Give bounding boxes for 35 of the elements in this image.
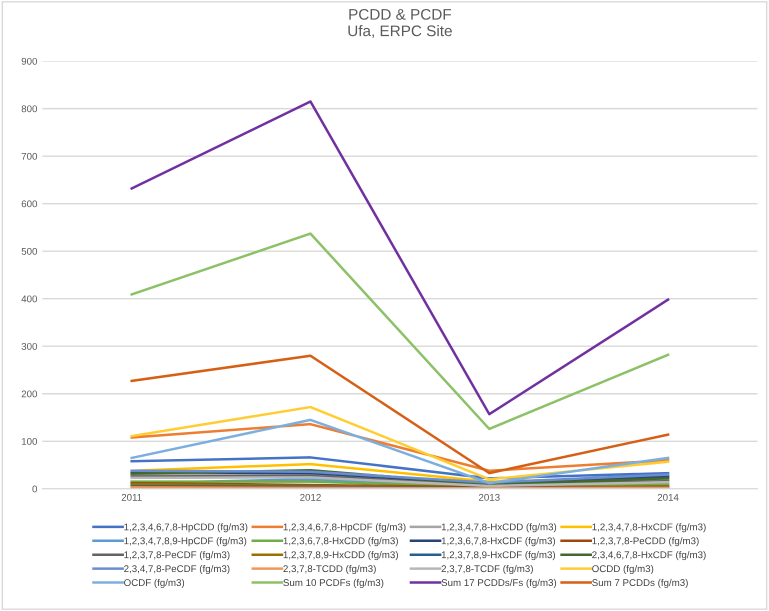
y-tick-label: 700 xyxy=(22,152,38,160)
legend-label: 1,2,3,7,8,9-HxCDF (fg/m3) xyxy=(442,551,556,560)
x-tick-label: 2011 xyxy=(122,494,142,501)
legend-label: 1,2,3,4,7,8-HxCDD (fg/m3) xyxy=(442,523,556,532)
legend-label: OCDF (fg/m3) xyxy=(124,578,184,588)
y-tick-label: 600 xyxy=(22,200,38,208)
legend-label: 1,2,3,6,7,8-HxCDF (fg/m3) xyxy=(442,537,556,546)
y-tick-label: 400 xyxy=(21,295,38,302)
y-tick-label: 300 xyxy=(22,342,38,350)
y-tick-label: 800 xyxy=(22,105,38,112)
legend-label: OCDD (fg/m3) xyxy=(592,564,654,574)
legend-label: 2,3,4,6,7,8-HxCDF (fg/m3) xyxy=(592,551,706,560)
legend-label: 2,3,7,8-TCDF (fg/m3) xyxy=(442,564,533,574)
legend-label: 1,2,3,7,8-PeCDD (fg/m3) xyxy=(592,537,699,546)
x-tick-label: 2014 xyxy=(658,494,679,501)
legend-label: Sum 7 PCDDs (fg/m3) xyxy=(592,578,688,588)
x-tick-label: 2013 xyxy=(478,494,500,501)
legend-label: 1,2,3,4,7,8,9-HpCDF (fg/m3) xyxy=(124,537,246,546)
legend-label: 1,2,3,6,7,8-HxCDD (fg/m3) xyxy=(284,537,398,546)
legend-label: Sum 17 PCDDs/Fs (fg/m3) xyxy=(442,578,556,588)
chart-title: PCDD & PCDF Ufa, ERPC Site xyxy=(348,8,452,38)
legend-label: 1,2,3,7,8,9-HxCDD (fg/m3) xyxy=(284,551,398,560)
legend-label: 1,2,3,4,7,8-HxCDF (fg/m3) xyxy=(592,523,706,532)
x-tick-label: 2012 xyxy=(300,494,321,501)
legend-label: 2,3,4,7,8-PeCDF (fg/m3) xyxy=(124,564,230,574)
y-tick-label: 500 xyxy=(22,248,38,255)
y-tick-label: 0 xyxy=(32,486,38,492)
y-tick-label: 900 xyxy=(22,58,38,65)
legend-label: 1,2,3,4,6,7,8-HpCDF (fg/m3) xyxy=(284,523,406,532)
y-tick-label: 100 xyxy=(22,438,38,445)
legend-label: Sum 10 PCDFs (fg/m3) xyxy=(283,578,384,588)
legend-label: 1,2,3,7,8-PeCDF (fg/m3) xyxy=(124,551,230,560)
legend-label: 1,2,3,4,6,7,8-HpCDD (fg/m3) xyxy=(124,523,248,532)
y-tick-label: 200 xyxy=(22,390,38,398)
legend-label: 2,3,7,8-TCDD (fg/m3) xyxy=(283,564,376,574)
